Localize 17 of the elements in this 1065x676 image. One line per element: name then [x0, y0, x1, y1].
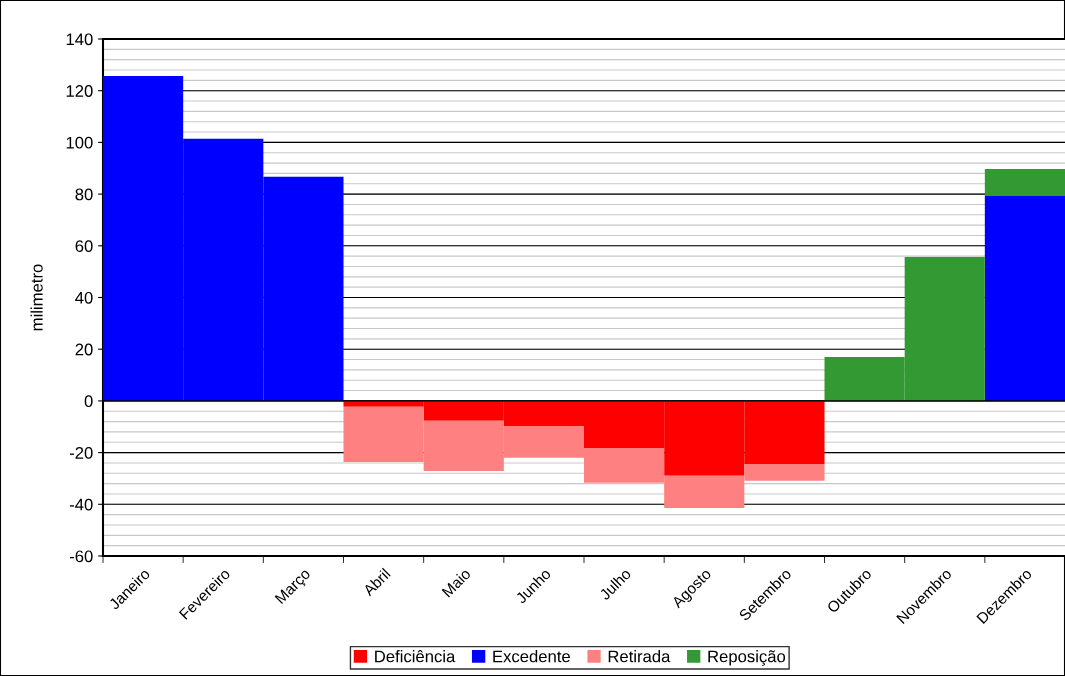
- y-tick-label: 20: [75, 343, 93, 356]
- y-tick-label: -20: [69, 447, 93, 459]
- y-tick-label: 60: [75, 240, 93, 252]
- legend-label: Deficiência: [375, 650, 456, 663]
- y-tick-label: 120: [66, 85, 93, 97]
- y-tick-label: 140: [66, 33, 93, 46]
- legend-label: Reposição: [708, 650, 786, 666]
- y-tick-label: 80: [75, 188, 93, 201]
- y-tick-label: -60: [69, 550, 93, 563]
- y-axis-title: milimetro: [30, 264, 43, 331]
- y-tick-label: 0: [84, 395, 93, 408]
- bar: [984, 169, 1065, 196]
- y-tick-label: 40: [75, 291, 93, 304]
- y-tick-label: 100: [66, 136, 93, 149]
- legend-label: Excedente: [493, 650, 570, 663]
- legend-label: Retirada: [608, 650, 671, 663]
- y-tick-label: -40: [69, 498, 93, 511]
